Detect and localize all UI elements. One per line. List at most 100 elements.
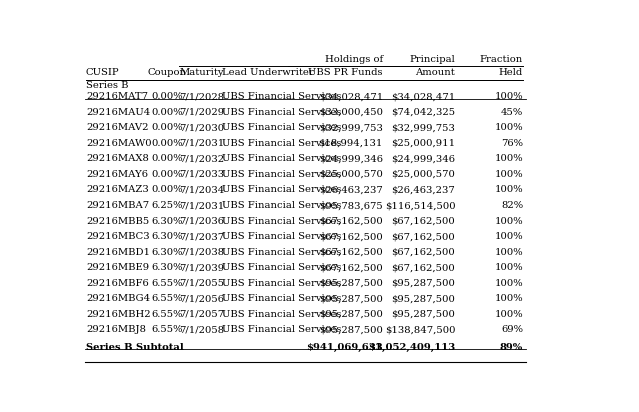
Text: 6.30%: 6.30% — [151, 217, 183, 226]
Text: $95,287,500: $95,287,500 — [319, 279, 383, 288]
Text: 7/1/2031: 7/1/2031 — [179, 201, 224, 210]
Text: 6.55%: 6.55% — [151, 310, 183, 319]
Text: Principal: Principal — [410, 55, 455, 64]
Text: $26,463,237: $26,463,237 — [320, 185, 383, 194]
Text: 29216MAW0: 29216MAW0 — [86, 139, 151, 148]
Text: 0.00%: 0.00% — [151, 185, 183, 194]
Text: 6.30%: 6.30% — [151, 263, 183, 272]
Text: UBS Financial Services: UBS Financial Services — [222, 123, 341, 132]
Text: $26,463,237: $26,463,237 — [392, 185, 455, 194]
Text: UBS Financial Services: UBS Financial Services — [222, 185, 341, 194]
Text: 6.25%: 6.25% — [151, 201, 183, 210]
Text: Fraction: Fraction — [480, 55, 523, 64]
Text: Amount: Amount — [415, 68, 455, 77]
Text: $25,000,570: $25,000,570 — [319, 170, 383, 179]
Text: $67,162,500: $67,162,500 — [320, 263, 383, 272]
Text: 29216MBD1: 29216MBD1 — [86, 248, 150, 257]
Text: 0.00%: 0.00% — [151, 108, 183, 117]
Text: Lead Underwriter: Lead Underwriter — [222, 68, 314, 77]
Text: 29216MBB5: 29216MBB5 — [86, 217, 149, 226]
Text: 7/1/2034: 7/1/2034 — [179, 185, 224, 194]
Text: $34,028,471: $34,028,471 — [391, 92, 455, 101]
Text: $1,052,409,113: $1,052,409,113 — [368, 343, 455, 352]
Text: UBS Financial Services: UBS Financial Services — [222, 310, 341, 319]
Text: Held: Held — [499, 68, 523, 77]
Text: $32,999,753: $32,999,753 — [391, 123, 455, 132]
Text: 76%: 76% — [501, 139, 523, 148]
Text: 100%: 100% — [495, 310, 523, 319]
Text: Series B: Series B — [86, 81, 128, 90]
Text: $24,999,346: $24,999,346 — [391, 154, 455, 164]
Text: UBS Financial Services: UBS Financial Services — [222, 139, 341, 148]
Text: 89%: 89% — [500, 343, 523, 352]
Text: UBS Financial Services: UBS Financial Services — [222, 201, 341, 210]
Text: 29216MAX8: 29216MAX8 — [86, 154, 149, 164]
Text: UBS Financial Services: UBS Financial Services — [222, 217, 341, 226]
Text: $95,287,500: $95,287,500 — [391, 279, 455, 288]
Text: 29216MAT7: 29216MAT7 — [86, 92, 148, 101]
Text: 7/1/2058: 7/1/2058 — [179, 325, 224, 335]
Text: 7/1/2032: 7/1/2032 — [179, 154, 224, 164]
Text: 7/1/2038: 7/1/2038 — [179, 248, 224, 257]
Text: Coupon: Coupon — [148, 68, 187, 77]
Text: UBS Financial Services: UBS Financial Services — [222, 232, 341, 241]
Text: $941,069,633: $941,069,633 — [306, 343, 383, 352]
Text: 100%: 100% — [495, 217, 523, 226]
Text: $67,162,500: $67,162,500 — [320, 232, 383, 241]
Text: UBS Financial Services: UBS Financial Services — [222, 92, 341, 101]
Text: 29216MAU4: 29216MAU4 — [86, 108, 150, 117]
Text: 29216MBA7: 29216MBA7 — [86, 201, 149, 210]
Text: 82%: 82% — [501, 201, 523, 210]
Text: $18,994,131: $18,994,131 — [319, 139, 383, 148]
Text: UBS Financial Services: UBS Financial Services — [222, 108, 341, 117]
Text: 7/1/2030: 7/1/2030 — [179, 123, 224, 132]
Text: $25,000,570: $25,000,570 — [391, 170, 455, 179]
Text: 0.00%: 0.00% — [151, 139, 183, 148]
Text: 100%: 100% — [495, 170, 523, 179]
Text: 7/1/2031: 7/1/2031 — [179, 139, 224, 148]
Text: 45%: 45% — [501, 108, 523, 117]
Text: 7/1/2037: 7/1/2037 — [179, 232, 224, 241]
Text: $67,162,500: $67,162,500 — [392, 217, 455, 226]
Text: $25,000,911: $25,000,911 — [391, 139, 455, 148]
Text: 29216MBG4: 29216MBG4 — [86, 294, 150, 303]
Text: 29216MBF6: 29216MBF6 — [86, 279, 149, 288]
Text: $67,162,500: $67,162,500 — [320, 217, 383, 226]
Text: $95,287,500: $95,287,500 — [319, 325, 383, 335]
Text: 29216MBJ8: 29216MBJ8 — [86, 325, 146, 335]
Text: 7/1/2029: 7/1/2029 — [179, 108, 224, 117]
Text: 0.00%: 0.00% — [151, 154, 183, 164]
Text: $95,287,500: $95,287,500 — [319, 294, 383, 303]
Text: 100%: 100% — [495, 263, 523, 272]
Text: 29216MBC3: 29216MBC3 — [86, 232, 150, 241]
Text: 100%: 100% — [495, 123, 523, 132]
Text: 29216MAV2: 29216MAV2 — [86, 123, 148, 132]
Text: $67,162,500: $67,162,500 — [392, 248, 455, 257]
Text: $95,287,500: $95,287,500 — [391, 310, 455, 319]
Text: 29216MBH2: 29216MBH2 — [86, 310, 150, 319]
Text: $32,999,753: $32,999,753 — [319, 123, 383, 132]
Text: $116,514,500: $116,514,500 — [385, 201, 455, 210]
Text: 6.55%: 6.55% — [151, 279, 183, 288]
Text: 7/1/2057: 7/1/2057 — [179, 310, 224, 319]
Text: 100%: 100% — [495, 185, 523, 194]
Text: UBS Financial Services: UBS Financial Services — [222, 325, 341, 335]
Text: 7/1/2055: 7/1/2055 — [179, 279, 224, 288]
Text: 6.30%: 6.30% — [151, 248, 183, 257]
Text: 100%: 100% — [495, 248, 523, 257]
Text: 29216MAZ3: 29216MAZ3 — [86, 185, 149, 194]
Text: 0.00%: 0.00% — [151, 92, 183, 101]
Text: 100%: 100% — [495, 154, 523, 164]
Text: $24,999,346: $24,999,346 — [319, 154, 383, 164]
Text: 0.00%: 0.00% — [151, 123, 183, 132]
Text: UBS Financial Services: UBS Financial Services — [222, 248, 341, 257]
Text: 100%: 100% — [495, 294, 523, 303]
Text: UBS Financial Services: UBS Financial Services — [222, 279, 341, 288]
Text: $138,847,500: $138,847,500 — [385, 325, 455, 335]
Text: $34,028,471: $34,028,471 — [319, 92, 383, 101]
Text: $67,162,500: $67,162,500 — [392, 232, 455, 241]
Text: 7/1/2036: 7/1/2036 — [179, 217, 224, 226]
Text: 7/1/2056: 7/1/2056 — [179, 294, 224, 303]
Text: 7/1/2039: 7/1/2039 — [179, 263, 224, 272]
Text: 29216MBE9: 29216MBE9 — [86, 263, 149, 272]
